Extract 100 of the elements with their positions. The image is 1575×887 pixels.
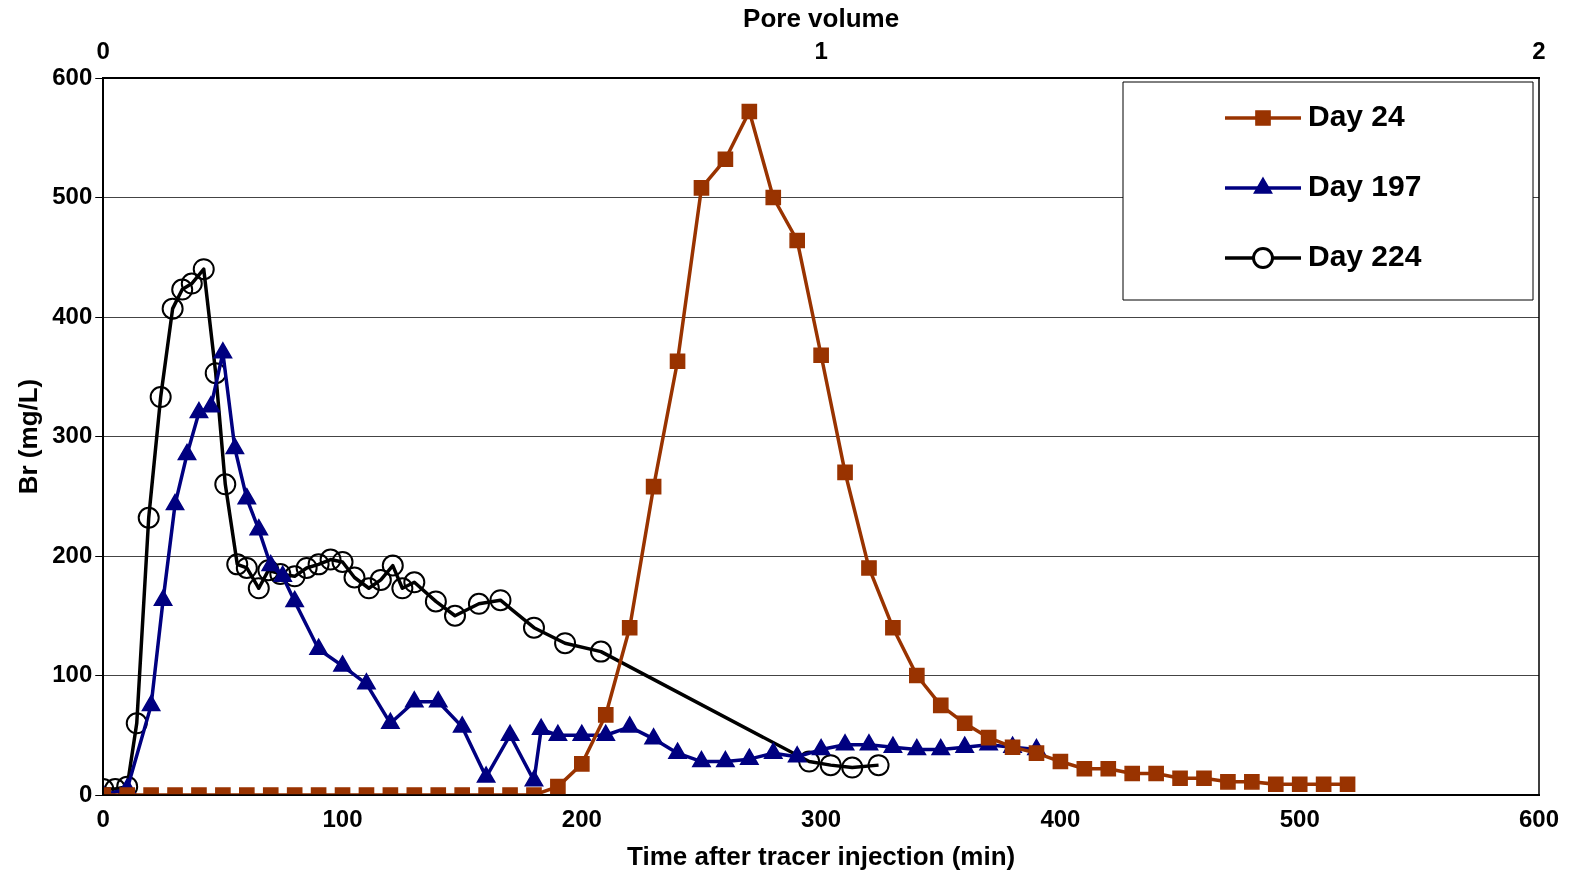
- point: [309, 638, 329, 655]
- point: [572, 724, 592, 741]
- point: [489, 589, 512, 612]
- y-tick-label: 500: [52, 182, 93, 210]
- point: [403, 571, 426, 594]
- point: [404, 691, 424, 708]
- x2-tick-label: 0: [96, 37, 110, 65]
- x2-tick-label: 1: [814, 37, 828, 65]
- x-tick-label: 0: [96, 805, 110, 833]
- point: [137, 506, 160, 529]
- point: [333, 655, 352, 672]
- point: [787, 746, 807, 763]
- x-tick-label: 500: [1279, 805, 1320, 833]
- point: [452, 716, 472, 733]
- point: [476, 766, 496, 783]
- point: [331, 550, 354, 573]
- point: [741, 103, 758, 120]
- point: [789, 232, 806, 249]
- legend-label: Day 197: [1308, 169, 1422, 203]
- point: [226, 553, 249, 576]
- point: [739, 748, 759, 765]
- point: [883, 736, 903, 753]
- point: [589, 640, 612, 663]
- point: [357, 673, 376, 690]
- point: [522, 616, 545, 639]
- point: [467, 592, 490, 615]
- point: [835, 734, 855, 751]
- point: [391, 577, 414, 600]
- point: [692, 750, 711, 768]
- point: [931, 738, 951, 756]
- point: [885, 619, 901, 636]
- point: [295, 556, 318, 579]
- point: [237, 487, 257, 505]
- point: [907, 738, 927, 756]
- point: [859, 734, 879, 751]
- x-tick-label: 400: [1040, 805, 1081, 833]
- point: [380, 712, 400, 730]
- point: [837, 464, 853, 481]
- point: [247, 577, 270, 600]
- point: [307, 553, 330, 576]
- point: [620, 716, 640, 733]
- point: [381, 554, 404, 577]
- point: [763, 742, 783, 759]
- point: [171, 278, 194, 301]
- x-tick-label: 600: [1518, 805, 1560, 833]
- point: [225, 437, 245, 455]
- x-tick-label: 300: [801, 805, 842, 833]
- point: [813, 347, 829, 364]
- point: [285, 590, 305, 608]
- point: [955, 736, 975, 753]
- y-tick-label: 100: [52, 660, 93, 688]
- point: [524, 769, 544, 787]
- point: [153, 589, 173, 606]
- legend-label: Day 24: [1308, 99, 1406, 133]
- point: [715, 750, 735, 768]
- x2-tick-label: 2: [1532, 37, 1546, 65]
- y-tick-label: 300: [52, 421, 93, 449]
- point: [177, 443, 197, 461]
- point: [669, 353, 686, 370]
- point: [444, 604, 466, 627]
- point: [141, 694, 161, 712]
- x-axis-title: Time after tracer injection (min): [627, 840, 1016, 871]
- x2-axis-title: Pore volume: [743, 2, 900, 33]
- point: [161, 297, 184, 320]
- point: [861, 560, 877, 576]
- point: [644, 728, 664, 745]
- point: [500, 724, 520, 741]
- point: [531, 718, 551, 736]
- point: [717, 151, 734, 168]
- point: [424, 590, 447, 613]
- point: [343, 566, 366, 589]
- point: [765, 189, 782, 206]
- point: [261, 554, 281, 572]
- point: [693, 180, 710, 196]
- point: [621, 619, 638, 636]
- point: [180, 272, 203, 295]
- y-tick-label: 400: [52, 301, 93, 329]
- legend-label: Day 224: [1308, 239, 1422, 273]
- point: [645, 478, 662, 495]
- x-tick-label: 100: [322, 805, 363, 833]
- point: [214, 473, 237, 496]
- point: [149, 386, 172, 409]
- y-axis-title: Br (mg/L): [12, 378, 43, 495]
- point: [548, 724, 568, 741]
- point: [357, 577, 380, 600]
- y-tick-label: 600: [52, 62, 93, 90]
- point: [369, 568, 392, 591]
- point: [319, 548, 342, 571]
- point: [596, 724, 616, 741]
- y-tick-label: 0: [78, 779, 93, 807]
- point: [257, 559, 280, 582]
- point: [192, 258, 215, 281]
- point: [428, 691, 448, 708]
- point: [249, 518, 269, 536]
- point: [668, 742, 687, 759]
- point: [165, 493, 185, 511]
- y-tick-label: 200: [52, 540, 93, 568]
- point: [283, 565, 306, 588]
- x-tick-label: 200: [561, 805, 602, 833]
- point: [811, 738, 831, 756]
